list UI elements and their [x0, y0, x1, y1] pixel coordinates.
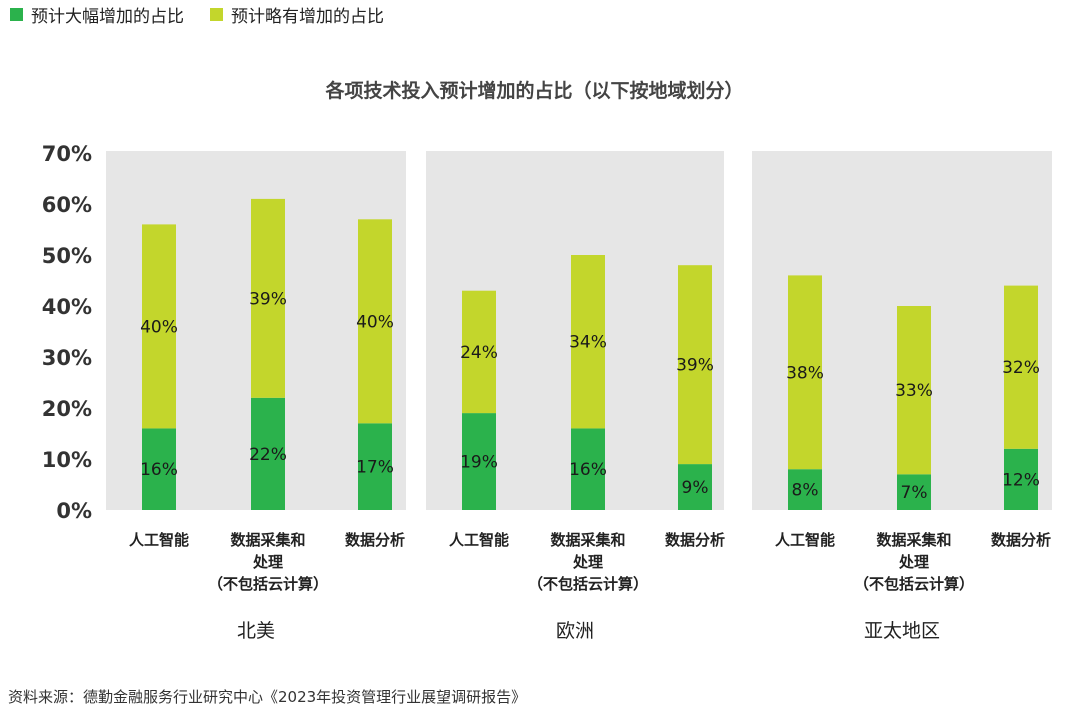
category-label: （不包括云计算）	[528, 575, 648, 593]
stacked-bar-chart: 0% 10% 20% 30% 40% 50% 60% 70% 16% 40% 人工智能 22% 39% 数…	[42, 142, 1052, 642]
legend-swatch-slight	[210, 8, 223, 21]
y-tick-label: 0%	[56, 499, 92, 523]
bar-segment-strong	[788, 469, 822, 510]
chart-title: 各项技术投入预计增加的占比（以下按地域划分）	[325, 80, 744, 102]
data-label: 39%	[676, 356, 714, 376]
bar-segment-slight	[462, 290, 496, 414]
source-note: 资料来源：德勤金融服务行业研究中心《2023年投资管理行业展望调研报告》	[8, 688, 527, 706]
category-label: （不包括云计算）	[208, 575, 328, 593]
data-label: 40%	[356, 312, 394, 332]
bar-segment-strong	[358, 423, 392, 510]
category-label: 数据分析	[345, 531, 405, 549]
bar-segment-strong	[462, 413, 496, 510]
category-label: 数据分析	[991, 531, 1051, 549]
legend: 预计大幅增加的占比 预计略有增加的占比	[10, 2, 384, 27]
region-label: 北美	[237, 620, 275, 642]
legend-label-strong: 预计大幅增加的占比	[31, 7, 184, 27]
data-label: 24%	[460, 343, 498, 363]
category-label: 数据采集和	[876, 531, 951, 549]
data-label: 33%	[895, 381, 933, 401]
bar-segment-strong	[142, 428, 176, 510]
category-label: 处理	[572, 553, 603, 571]
data-label: 16%	[569, 460, 607, 480]
bar-segment-slight	[142, 224, 176, 429]
legend-swatch-strong	[10, 8, 23, 21]
data-label: 7%	[901, 483, 928, 503]
bar-segment-strong	[897, 474, 931, 510]
category-label: 处理	[252, 553, 283, 571]
y-tick-label: 20%	[42, 397, 92, 421]
bar-segment-strong	[571, 428, 605, 510]
data-label: 12%	[1002, 470, 1040, 490]
bar-segment-slight	[678, 265, 712, 465]
data-label: 19%	[460, 453, 498, 473]
region-label: 欧洲	[556, 620, 594, 642]
data-label: 9%	[682, 478, 709, 498]
bar-segment-slight	[788, 275, 822, 470]
data-label: 40%	[140, 317, 178, 337]
y-tick-label: 40%	[42, 295, 92, 319]
category-label: 数据采集和	[550, 531, 625, 549]
data-label: 22%	[249, 445, 287, 465]
legend-label-slight: 预计略有增加的占比	[231, 7, 384, 27]
y-tick-label: 30%	[42, 346, 92, 370]
bar-segment-slight	[1004, 285, 1038, 449]
data-label: 17%	[356, 458, 394, 478]
data-label: 8%	[792, 481, 819, 501]
legend-item-slight-increase: 预计略有增加的占比	[210, 2, 384, 27]
bar-segment-strong	[251, 397, 285, 510]
data-label: 39%	[249, 289, 287, 309]
category-label: 人工智能	[129, 531, 189, 549]
bar-segment-strong	[1004, 448, 1038, 510]
bar-segment-slight	[897, 306, 931, 475]
data-label: 32%	[1002, 358, 1040, 378]
category-label: 数据采集和	[230, 531, 305, 549]
data-label: 38%	[786, 363, 824, 383]
legend-item-strong-increase: 预计大幅增加的占比	[10, 2, 184, 27]
y-tick-label: 50%	[42, 244, 92, 268]
region-label: 亚太地区	[864, 620, 940, 642]
y-tick-label: 70%	[42, 142, 92, 166]
category-label: 处理	[898, 553, 929, 571]
category-label: 人工智能	[775, 531, 835, 549]
category-label: （不包括云计算）	[854, 575, 974, 593]
y-tick-label: 60%	[42, 193, 92, 217]
bar-segment-strong	[678, 464, 712, 510]
bar-segment-slight	[358, 219, 392, 424]
data-label: 16%	[140, 460, 178, 480]
bar-segment-slight	[571, 255, 605, 429]
y-tick-label: 10%	[42, 448, 92, 472]
category-label: 人工智能	[449, 531, 509, 549]
bar-segment-slight	[251, 198, 285, 398]
data-label: 34%	[569, 333, 607, 353]
category-label: 数据分析	[665, 531, 725, 549]
